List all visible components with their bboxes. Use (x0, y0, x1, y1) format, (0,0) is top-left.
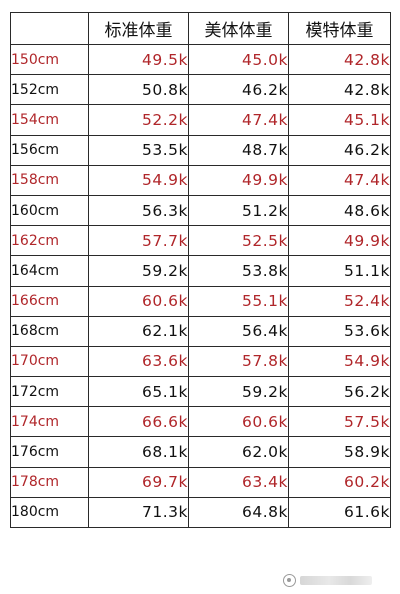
header-beauty-weight: 美体体重 (188, 12, 289, 45)
height-cell: 154cm (10, 104, 89, 136)
beauty-weight-cell: 52.5k (188, 225, 289, 257)
beauty-weight-cell: 59.2k (188, 376, 289, 408)
wechat-icon (283, 574, 296, 587)
beauty-weight-cell: 64.8k (188, 496, 289, 529)
height-cell: 172cm (10, 376, 89, 408)
beauty-weight-cell: 48.7k (188, 134, 289, 166)
standard-weight-cell: 54.9k (88, 164, 189, 196)
model-weight-cell: 57.5k (288, 406, 391, 438)
table-row: 152cm 50.8k 46.2k 42.8k (10, 74, 391, 106)
table-row: 180cm 71.3k 64.8k 61.6k (10, 496, 391, 529)
standard-weight-cell: 56.3k (88, 194, 189, 227)
table-header-row: 标准体重 美体体重 模特体重 (10, 12, 391, 45)
model-weight-cell: 49.9k (288, 225, 391, 257)
height-cell: 170cm (10, 345, 89, 378)
table-row: 176cm 68.1k 62.0k 58.9k (10, 436, 391, 468)
height-cell: 162cm (10, 225, 89, 257)
standard-weight-cell: 68.1k (88, 436, 189, 468)
standard-weight-cell: 49.5k (88, 43, 189, 76)
watermark (283, 574, 372, 587)
standard-weight-cell: 59.2k (88, 255, 189, 287)
beauty-weight-cell: 62.0k (188, 436, 289, 468)
model-weight-cell: 42.8k (288, 74, 391, 106)
beauty-weight-cell: 63.4k (188, 466, 289, 498)
table-row: 166cm 60.6k 55.1k 52.4k (10, 285, 391, 317)
model-weight-cell: 48.6k (288, 194, 391, 227)
table-row: 154cm 52.2k 47.4k 45.1k (10, 104, 391, 136)
table-row: 158cm 54.9k 49.9k 47.4k (10, 164, 391, 196)
beauty-weight-cell: 55.1k (188, 285, 289, 317)
table-row: 164cm 59.2k 53.8k 51.1k (10, 255, 391, 287)
model-weight-cell: 58.9k (288, 436, 391, 468)
height-cell: 166cm (10, 285, 89, 317)
weight-table: 标准体重 美体体重 模特体重 150cm 49.5k 45.0k 42.8k 152cm… (10, 12, 391, 529)
height-cell: 150cm (10, 43, 89, 76)
beauty-weight-cell: 51.2k (188, 194, 289, 227)
height-cell: 156cm (10, 134, 89, 166)
standard-weight-cell: 50.8k (88, 74, 189, 106)
model-weight-cell: 54.9k (288, 345, 391, 378)
height-cell: 160cm (10, 194, 89, 227)
model-weight-cell: 46.2k (288, 134, 391, 166)
standard-weight-cell: 71.3k (88, 496, 189, 529)
model-weight-cell: 47.4k (288, 164, 391, 196)
table-row: 168cm 62.1k 56.4k 53.6k (10, 315, 391, 347)
height-cell: 164cm (10, 255, 89, 287)
beauty-weight-cell: 49.9k (188, 164, 289, 196)
height-cell: 158cm (10, 164, 89, 196)
header-standard-weight: 标准体重 (88, 12, 189, 45)
table-row: 174cm 66.6k 60.6k 57.5k (10, 406, 391, 438)
table-row: 170cm 63.6k 57.8k 54.9k (10, 345, 391, 378)
height-cell: 180cm (10, 496, 89, 529)
beauty-weight-cell: 46.2k (188, 74, 289, 106)
model-weight-cell: 53.6k (288, 315, 391, 347)
table-row: 150cm 49.5k 45.0k 42.8k (10, 43, 391, 76)
model-weight-cell: 60.2k (288, 466, 391, 498)
table-row: 162cm 57.7k 52.5k 49.9k (10, 225, 391, 257)
height-cell: 152cm (10, 74, 89, 106)
model-weight-cell: 51.1k (288, 255, 391, 287)
standard-weight-cell: 66.6k (88, 406, 189, 438)
beauty-weight-cell: 53.8k (188, 255, 289, 287)
weight-chart-sheet: 标准体重 美体体重 模特体重 150cm 49.5k 45.0k 42.8k 152cm… (10, 12, 391, 580)
header-model-weight: 模特体重 (288, 12, 391, 45)
height-cell: 176cm (10, 436, 89, 468)
beauty-weight-cell: 56.4k (188, 315, 289, 347)
watermark-blurred-text (300, 576, 372, 585)
standard-weight-cell: 57.7k (88, 225, 189, 257)
header-height (10, 12, 89, 45)
table-row: 160cm 56.3k 51.2k 48.6k (10, 194, 391, 227)
standard-weight-cell: 52.2k (88, 104, 189, 136)
standard-weight-cell: 69.7k (88, 466, 189, 498)
standard-weight-cell: 65.1k (88, 376, 189, 408)
height-cell: 174cm (10, 406, 89, 438)
model-weight-cell: 56.2k (288, 376, 391, 408)
beauty-weight-cell: 47.4k (188, 104, 289, 136)
model-weight-cell: 61.6k (288, 496, 391, 529)
beauty-weight-cell: 57.8k (188, 345, 289, 378)
table-body: 150cm 49.5k 45.0k 42.8k 152cm 50.8k 46.2k 42.8k… (10, 43, 391, 529)
model-weight-cell: 45.1k (288, 104, 391, 136)
beauty-weight-cell: 60.6k (188, 406, 289, 438)
table-row: 172cm 65.1k 59.2k 56.2k (10, 376, 391, 408)
model-weight-cell: 52.4k (288, 285, 391, 317)
height-cell: 168cm (10, 315, 89, 347)
standard-weight-cell: 53.5k (88, 134, 189, 166)
beauty-weight-cell: 45.0k (188, 43, 289, 76)
table-row: 156cm 53.5k 48.7k 46.2k (10, 134, 391, 166)
model-weight-cell: 42.8k (288, 43, 391, 76)
table-row: 178cm 69.7k 63.4k 60.2k (10, 466, 391, 498)
standard-weight-cell: 62.1k (88, 315, 189, 347)
standard-weight-cell: 60.6k (88, 285, 189, 317)
height-cell: 178cm (10, 466, 89, 498)
standard-weight-cell: 63.6k (88, 345, 189, 378)
